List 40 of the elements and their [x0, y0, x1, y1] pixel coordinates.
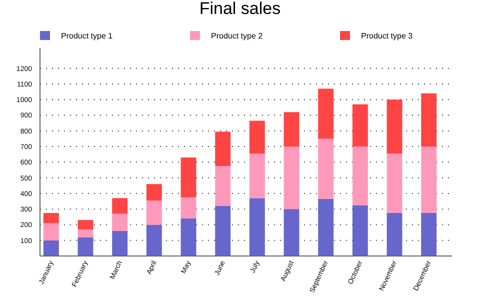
bar	[249, 154, 265, 198]
bar	[215, 166, 231, 206]
bar	[386, 154, 402, 213]
bar	[215, 206, 231, 256]
bar	[78, 237, 94, 256]
bar	[249, 120, 265, 154]
bar	[352, 104, 368, 147]
legend-label: Product type 2	[211, 31, 264, 40]
bar	[112, 198, 128, 214]
bar	[284, 209, 300, 256]
bar	[318, 198, 334, 256]
bar	[318, 88, 334, 139]
bar	[146, 224, 162, 256]
bar	[386, 212, 402, 256]
legend-label: Product type 3	[361, 31, 414, 40]
bar	[421, 212, 437, 256]
bar	[249, 198, 265, 256]
bar	[421, 146, 437, 213]
bar	[180, 218, 196, 256]
bar	[43, 223, 59, 240]
bar	[180, 157, 196, 198]
bar	[43, 240, 59, 256]
legend-label: Product type 1	[61, 31, 114, 40]
bar	[78, 220, 94, 230]
bar	[112, 230, 128, 256]
bar	[284, 146, 300, 210]
chart-title: Final sales	[199, 0, 281, 18]
bar	[78, 229, 94, 238]
bar	[284, 112, 300, 147]
bar	[421, 93, 437, 147]
bar	[146, 200, 162, 225]
bar	[386, 100, 402, 154]
bar	[146, 184, 162, 200]
bar	[352, 146, 368, 206]
bar	[112, 214, 128, 231]
bar	[352, 205, 368, 256]
bar	[180, 197, 196, 218]
bar	[318, 138, 334, 199]
bar	[215, 132, 231, 166]
bar	[43, 212, 59, 224]
